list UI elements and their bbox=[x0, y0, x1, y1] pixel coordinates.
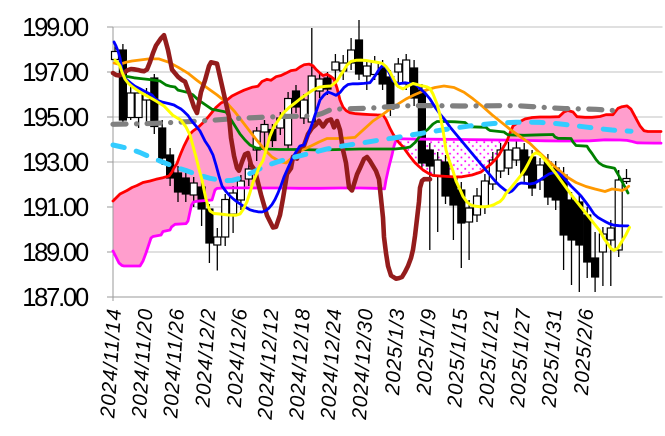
svg-text:195.00: 195.00 bbox=[22, 104, 89, 132]
svg-text:191.00: 191.00 bbox=[22, 194, 89, 222]
svg-text:187.00: 187.00 bbox=[22, 284, 89, 312]
svg-text:199.00: 199.00 bbox=[22, 14, 89, 42]
svg-text:2025/1/3: 2025/1/3 bbox=[381, 307, 409, 396]
svg-text:2025/2/6: 2025/2/6 bbox=[570, 307, 598, 396]
svg-text:193.00: 193.00 bbox=[22, 149, 89, 177]
svg-text:189.00: 189.00 bbox=[22, 239, 89, 267]
svg-text:2025/1/9: 2025/1/9 bbox=[412, 307, 440, 396]
svg-text:197.00: 197.00 bbox=[22, 59, 89, 87]
